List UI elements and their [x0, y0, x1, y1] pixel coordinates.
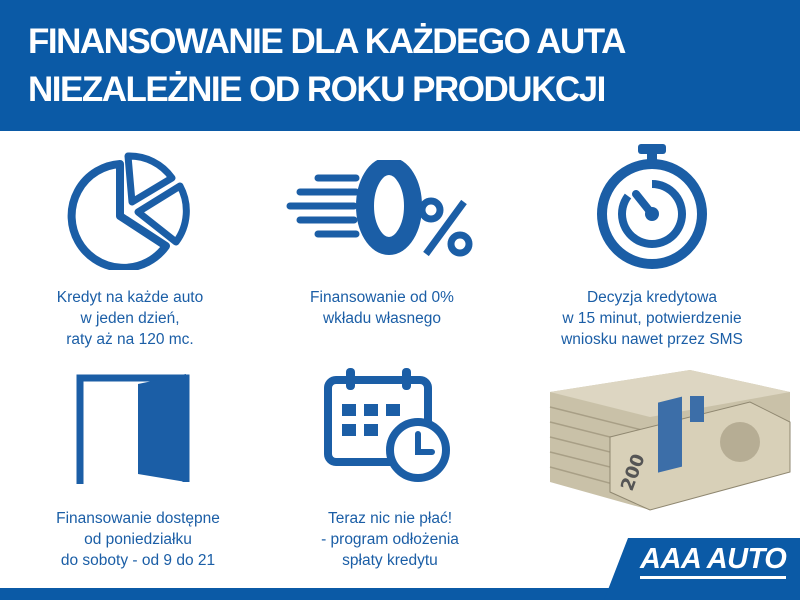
caption-line: Finansowanie od 0%	[310, 289, 454, 306]
aaa-auto-logo: AAA AUTO	[640, 544, 787, 579]
feature-caption-deferral: Teraz nic nie płać! - program odłożenia …	[270, 508, 510, 571]
caption-line: Finansowanie dostępne	[56, 510, 220, 527]
caption-line: w jeden dzień,	[80, 310, 180, 327]
footer-band	[0, 588, 800, 600]
headline-line-2: NIEZALEŻNIE OD ROKU PRODUKCJI	[28, 70, 606, 109]
feature-caption-credit: Kredyt na każde auto w jeden dzień, raty…	[10, 287, 250, 350]
feature-caption-hours: Finansowanie dostępne od poniedziałku do…	[18, 508, 258, 571]
pie-chart-icon	[67, 152, 190, 270]
caption-line: do soboty - od 9 do 21	[60, 552, 216, 569]
zero-percent-icon	[286, 160, 473, 257]
caption-line: Decyzja kredytowa	[586, 289, 718, 306]
open-door-icon	[76, 374, 190, 484]
caption-line: od poniedziałku	[84, 531, 192, 548]
caption-line: w 15 minut, potwierdzenie	[562, 310, 742, 327]
caption-line: Teraz nic nie płać!	[327, 510, 453, 527]
feature-caption-zero-down: Finansowanie od 0% wkładu własnego	[262, 287, 502, 329]
calendar-clock-icon	[324, 368, 450, 482]
caption-line: wkładu własnego	[322, 310, 442, 327]
banknotes-image: 200	[549, 370, 791, 511]
caption-line: - program odłożenia	[321, 531, 459, 548]
caption-line: raty aż na 120 mc.	[66, 331, 194, 348]
stopwatch-icon	[597, 144, 707, 269]
header-banner: FINANSOWANIE DLA KAŻDEGO AUTA NIEZALEŻNI…	[0, 0, 800, 131]
caption-line: wniosku nawet przez SMS	[561, 331, 743, 348]
feature-caption-decision: Decyzja kredytowa w 15 minut, potwierdze…	[532, 287, 772, 350]
headline-line-1: FINANSOWANIE DLA KAŻDEGO AUTA	[28, 22, 626, 61]
caption-line: spłaty kredytu	[342, 552, 438, 569]
caption-line: Kredyt na każde auto	[56, 289, 204, 306]
